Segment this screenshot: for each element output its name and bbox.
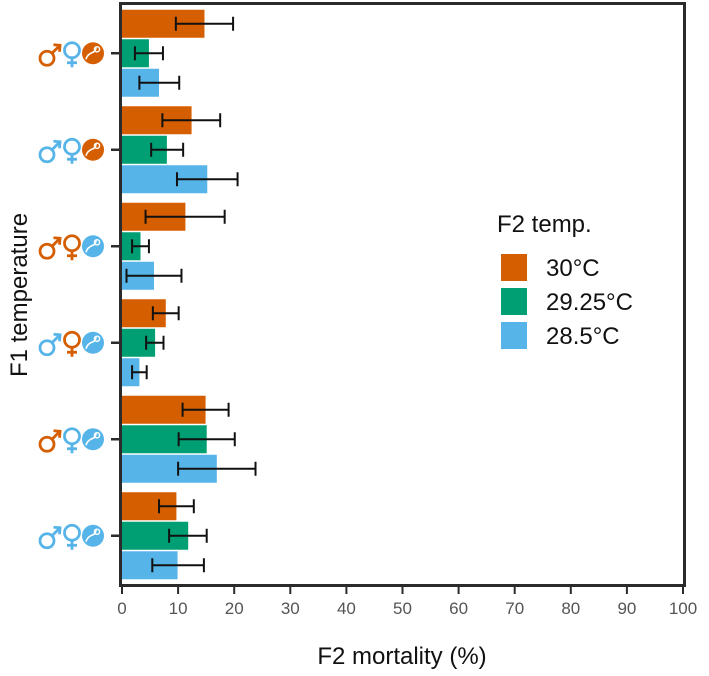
female-symbol-icon [63, 137, 81, 164]
offspring-disc [82, 524, 104, 547]
x-tick-label: 30 [281, 599, 300, 618]
x-ticks-layer: 0 10 20 30 40 50 60 70 80 90 100 [117, 586, 697, 618]
male-arrow-head [53, 429, 62, 438]
x-tick-label: 50 [393, 599, 412, 618]
male-symbol-icon [38, 43, 62, 67]
offspring-disc [82, 138, 104, 161]
category-label [38, 523, 104, 550]
offspring-head [93, 45, 101, 53]
male-arrow-head [53, 43, 62, 52]
offspring-icon [82, 524, 104, 547]
offspring-disc [82, 235, 104, 258]
offspring-head [93, 335, 101, 343]
offspring-tail [85, 240, 97, 253]
offspring-head [93, 142, 101, 150]
offspring-icon [82, 331, 104, 354]
offspring-icon [82, 138, 104, 161]
offspring-head [93, 431, 101, 439]
x-tick-label: 10 [169, 599, 188, 618]
male-symbol-icon [38, 332, 62, 357]
category-label [38, 137, 104, 164]
x-tick-label: 80 [561, 599, 580, 618]
offspring-head [93, 238, 101, 246]
x-tick-label: 40 [337, 599, 356, 618]
y-axis-title: F1 temperature [6, 213, 33, 377]
female-symbol-icon [63, 427, 81, 454]
male-symbol-icon [38, 525, 62, 550]
male-ring [38, 242, 56, 260]
legend-swatch [501, 254, 527, 281]
male-arrow-head [53, 332, 62, 342]
plot-frame [119, 2, 686, 587]
legend-swatch [501, 288, 527, 315]
offspring-tail [85, 143, 97, 156]
legend: F2 temp. 30°C 29.25°C 28.5°C [497, 211, 633, 350]
male-symbol-icon [38, 429, 62, 453]
female-symbol-icon [63, 523, 81, 550]
category-label [38, 234, 104, 261]
legend-label: 29.25°C [546, 289, 633, 316]
x-tick-label: 100 [669, 599, 697, 618]
x-axis-title: F2 mortality (%) [317, 643, 486, 670]
male-ring [38, 146, 56, 164]
offspring-icon [82, 42, 104, 65]
x-tick-label: 70 [505, 599, 524, 618]
x-tick-label: 0 [117, 599, 126, 618]
offspring-icon [82, 235, 104, 258]
male-ring [38, 435, 56, 453]
offspring-tail [85, 529, 97, 542]
male-arrow-head [53, 525, 62, 535]
male-symbol-icon [38, 236, 62, 260]
legend-swatch [501, 322, 527, 349]
male-ring [38, 49, 56, 67]
legend-label: 30°C [546, 255, 600, 282]
male-ring [38, 339, 56, 357]
y-ticks-layer [38, 41, 121, 550]
female-symbol-icon [63, 330, 81, 357]
offspring-icon [82, 428, 104, 451]
offspring-tail [85, 433, 97, 446]
category-label [38, 41, 104, 68]
x-tick-label: 90 [617, 599, 636, 618]
offspring-disc [82, 428, 104, 451]
x-tick-label: 60 [449, 599, 468, 618]
offspring-tail [85, 47, 97, 60]
male-symbol-icon [38, 139, 62, 164]
male-arrow-head [53, 236, 62, 245]
category-label [38, 427, 104, 454]
category-label [38, 330, 104, 357]
male-arrow-head [53, 139, 62, 149]
bar [122, 358, 140, 387]
legend-title: F2 temp. [497, 211, 592, 238]
offspring-disc [82, 42, 104, 65]
female-symbol-icon [63, 234, 81, 261]
male-ring [38, 532, 56, 550]
offspring-disc [82, 331, 104, 354]
female-symbol-icon [63, 41, 81, 68]
error-bars-layer [125, 16, 257, 573]
x-tick-label: 20 [225, 599, 244, 618]
legend-label: 28.5°C [546, 323, 620, 350]
offspring-tail [85, 336, 97, 349]
offspring-head [93, 528, 101, 536]
